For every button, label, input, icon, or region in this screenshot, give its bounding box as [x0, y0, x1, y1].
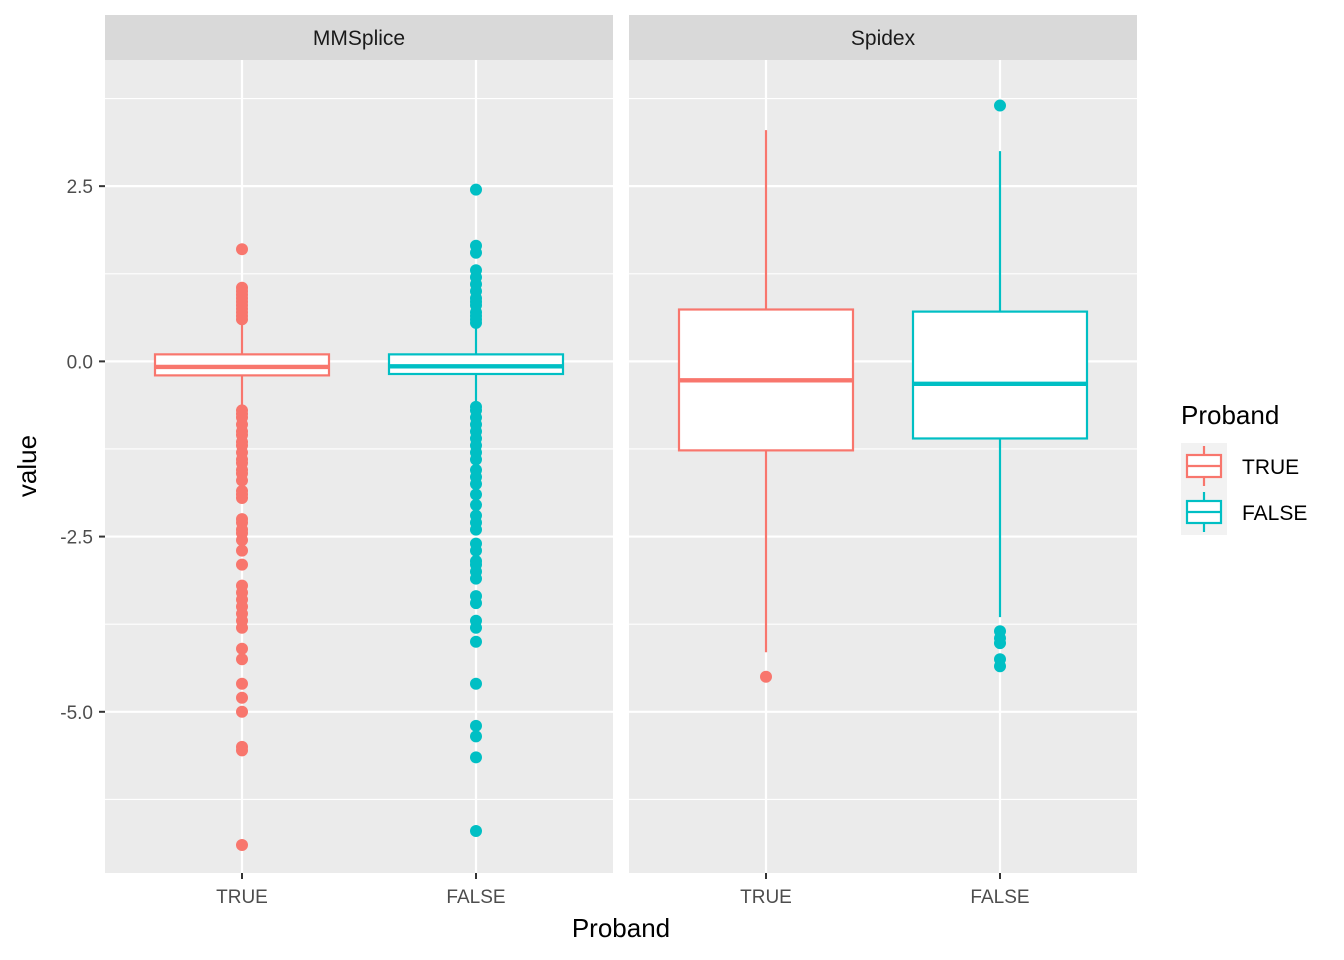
- facet-strip: [105, 15, 613, 60]
- outlier-point: [236, 534, 248, 547]
- facet-panel-spidex: Spidex TRUE FALSE: [629, 15, 1137, 908]
- outlier-point: [236, 838, 248, 851]
- panel-background: [105, 60, 613, 873]
- outlier-point: [470, 635, 482, 648]
- y-tick-label: -2.5: [60, 528, 93, 549]
- outlier-point: [236, 621, 248, 634]
- x-axis-title: Proband: [572, 913, 670, 943]
- x-tick-label: FALSE: [970, 887, 1029, 908]
- x-tick-label: TRUE: [216, 887, 268, 908]
- outlier-point: [470, 499, 482, 512]
- outlier-point: [236, 558, 248, 571]
- outlier-point: [236, 677, 248, 690]
- outlier-point: [470, 478, 482, 491]
- outlier-point: [236, 653, 248, 666]
- outlier-point: [236, 705, 248, 718]
- legend-title: Proband: [1181, 400, 1279, 430]
- legend: Proband TRUE FALSE: [1181, 400, 1307, 535]
- outlier-point: [236, 313, 248, 326]
- outlier-point: [470, 523, 482, 536]
- outlier-point: [470, 183, 482, 196]
- y-axis-title: value: [12, 435, 42, 497]
- box-mmsplice-false: [387, 183, 565, 837]
- y-tick-label: -5.0: [60, 703, 93, 724]
- outlier-point: [236, 744, 248, 757]
- outlier-point: [760, 670, 772, 683]
- panel-background: [629, 60, 1137, 873]
- outlier-point: [470, 488, 482, 501]
- box-spidex-false: [911, 99, 1089, 673]
- y-tick-label: 2.5: [67, 177, 93, 198]
- outlier-point: [236, 474, 248, 487]
- outlier-point: [470, 316, 482, 329]
- outlier-point: [470, 677, 482, 690]
- outlier-point: [470, 246, 482, 259]
- outlier-point: [994, 637, 1006, 650]
- outlier-point: [470, 824, 482, 837]
- outlier-point: [236, 642, 248, 655]
- legend-key-true: TRUE: [1181, 443, 1299, 489]
- box-mmsplice-true: [153, 243, 331, 851]
- outlier-point: [994, 660, 1006, 673]
- y-tick-label: 0.0: [67, 352, 93, 373]
- outlier-point: [470, 544, 482, 557]
- outlier-point: [994, 99, 1006, 112]
- facet-strip: [629, 15, 1137, 60]
- legend-label: TRUE: [1242, 456, 1299, 479]
- box-iqr: [911, 310, 1089, 440]
- box-spidex-true: [677, 130, 855, 683]
- outlier-point: [470, 597, 482, 610]
- facet-panels: MMSplice TRUE FALSE Spidex TRUE FALSE: [105, 15, 1137, 908]
- facet-panel-mmsplice: MMSplice TRUE FALSE: [105, 15, 613, 908]
- outlier-point: [470, 453, 482, 466]
- outlier-point: [470, 730, 482, 743]
- outlier-point: [470, 751, 482, 764]
- y-axis: 2.5 0.0 -2.5 -5.0: [60, 177, 105, 724]
- outlier-point: [236, 544, 248, 557]
- facet-strip-label: Spidex: [851, 27, 916, 50]
- outlier-point: [470, 719, 482, 732]
- facet-strip-label: MMSplice: [313, 27, 405, 50]
- legend-label: FALSE: [1242, 502, 1307, 525]
- x-tick-label: FALSE: [446, 887, 505, 908]
- outlier-point: [236, 243, 248, 256]
- legend-key-false: FALSE: [1181, 489, 1307, 535]
- outlier-point: [470, 621, 482, 634]
- outlier-point: [470, 572, 482, 585]
- outlier-point: [236, 691, 248, 704]
- outlier-point: [236, 492, 248, 505]
- x-tick-label: TRUE: [740, 887, 792, 908]
